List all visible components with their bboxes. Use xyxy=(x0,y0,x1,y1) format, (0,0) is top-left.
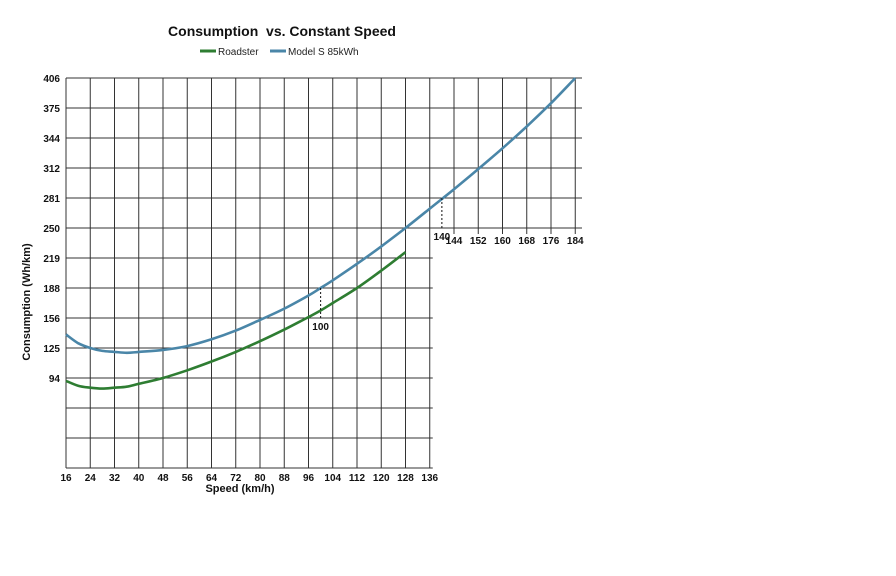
series-line-model-s xyxy=(65,77,577,355)
y-axis-label: Consumption (Wh/km) xyxy=(21,243,33,361)
x-tick-label: 56 xyxy=(182,473,194,484)
x-tick-label: 72 xyxy=(230,473,242,484)
chart-title: Consumption vs. Constant Speed xyxy=(168,23,396,39)
y-tick-label: 94 xyxy=(49,374,61,385)
y-tick-labels: 94 125 156 188 219 250 281 312 344 375 406 xyxy=(43,74,60,385)
x-tick-label: 96 xyxy=(303,473,315,484)
x-tick-label: 144 xyxy=(446,236,463,247)
x-tick-label: 136 xyxy=(421,473,438,484)
annotation-label: 140 xyxy=(434,232,451,243)
x-tick-label: 176 xyxy=(543,236,560,247)
legend-label-model-s: Model S 85kWh xyxy=(288,47,359,58)
x-tick-label: 128 xyxy=(397,473,414,484)
y-tick-label: 188 xyxy=(43,284,60,295)
x-axis-label: Speed (km/h) xyxy=(205,483,274,495)
annotations: 100 140 xyxy=(312,198,451,333)
x-tick-label: 160 xyxy=(494,236,511,247)
x-tick-labels: 16 24 32 40 48 56 64 72 80 88 96 104 112 120 128 136 144… xyxy=(60,236,584,484)
legend-label-roadster: Roadster xyxy=(218,47,259,58)
x-tick-label: 104 xyxy=(324,473,341,484)
y-tick-label: 219 xyxy=(43,254,60,265)
x-tick-label: 64 xyxy=(206,473,218,484)
x-tick-label: 48 xyxy=(157,473,169,484)
grid xyxy=(65,77,582,469)
y-tick-label: 156 xyxy=(43,314,60,325)
x-tick-label: 168 xyxy=(518,236,535,247)
x-tick-label: 80 xyxy=(254,473,266,484)
x-tick-label: 184 xyxy=(567,236,584,247)
y-tick-label: 312 xyxy=(43,164,60,175)
x-tick-label: 40 xyxy=(133,473,145,484)
x-tick-label: 24 xyxy=(85,473,97,484)
y-tick-label: 250 xyxy=(43,224,60,235)
y-tick-label: 406 xyxy=(43,74,60,85)
x-tick-label: 152 xyxy=(470,236,487,247)
x-tick-label: 112 xyxy=(349,473,366,484)
x-tick-label: 120 xyxy=(373,473,390,484)
series-line-roadster xyxy=(65,251,407,390)
y-tick-label: 125 xyxy=(43,344,60,355)
legend: Roadster Model S 85kWh xyxy=(200,47,359,58)
annotation-label: 100 xyxy=(312,322,329,333)
x-tick-label: 16 xyxy=(60,473,72,484)
x-tick-label: 32 xyxy=(109,473,121,484)
y-tick-label: 344 xyxy=(43,134,60,145)
y-tick-label: 281 xyxy=(43,194,60,205)
x-tick-label: 88 xyxy=(279,473,291,484)
series-lines xyxy=(65,77,577,390)
y-tick-label: 375 xyxy=(43,104,60,115)
